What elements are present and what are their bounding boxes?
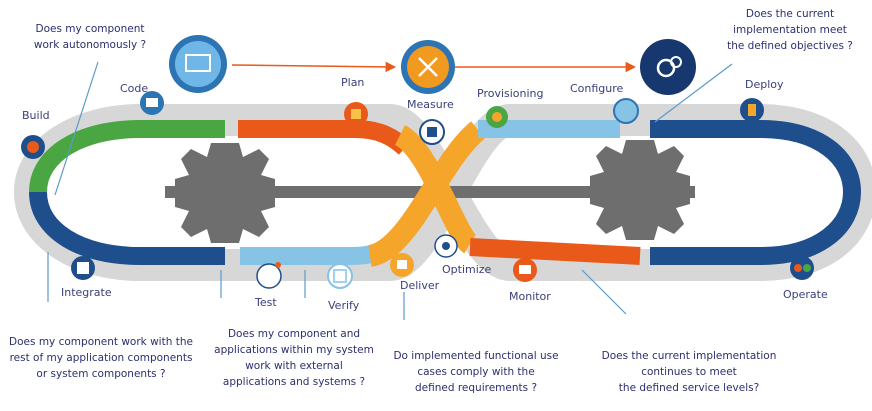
question-line: Does my component and [227,328,361,340]
integrate-badge [71,256,95,280]
stage-label-provisioning: Provisioning [477,87,544,100]
stage-label-optimize: Optimize [442,263,492,276]
verify-badge [327,263,353,289]
plan-badge [344,102,368,126]
configure-icon [640,39,696,95]
segment-yellow-up [366,121,486,267]
test-badge [256,262,282,289]
build-badge [21,135,45,159]
question-line: work with external [245,360,343,372]
question-line: or system components ? [36,368,166,380]
stage-label-verify: Verify [328,299,360,312]
question-line: applications and systems ? [222,376,366,388]
question-integration: Does my component work with the rest of … [2,334,200,382]
question-line: Do implemented functional use [393,350,559,362]
stage-label-configure: Configure [570,82,624,95]
stage-label-deliver: Deliver [400,279,440,292]
provisioning-badge [486,106,508,128]
question-line: cases comply with the [417,366,535,378]
question-line: continues to meet [641,366,737,378]
pointer-autonomous [54,61,99,196]
stage-label-plan: Plan [341,76,365,89]
stage-label-deploy: Deploy [745,78,784,91]
deliver-badge [390,253,414,277]
question-line: the defined objectives ? [727,40,853,52]
operate-badge [790,256,814,280]
optimize-badge [434,234,458,258]
segment-orange-bottom [469,238,641,265]
question-objectives: Does the current implementation meet the… [710,6,870,54]
segment-orange-top [238,120,412,155]
monitor-badge [513,258,537,282]
question-line: Does my component [35,23,145,35]
segment-yellow-down [393,125,478,254]
question-line: implementation meet [733,24,847,36]
stage-label-test: Test [255,296,277,309]
stage-label-code: Code [120,82,149,95]
measure-badge [419,119,445,145]
flow-arrow-1 [231,61,397,73]
stage-label-monitor: Monitor [509,290,551,303]
configure-badge [613,98,639,124]
pointer-objectives [654,63,733,123]
question-line: defined requirements ? [414,382,538,394]
measure-icon [401,40,455,94]
code-badge [140,91,164,115]
question-service: Does the current implementation continue… [584,348,794,396]
question-functional: Do implemented functional use cases comp… [386,348,566,396]
segment-green [29,120,225,193]
stage-label-integrate: Integrate [61,286,112,299]
segment-navy-right [650,120,862,265]
stage-label-operate: Operate [783,288,828,301]
question-line: rest of my application components [9,352,193,364]
pointer-service [581,269,627,315]
question-line: the defined service levels? [618,382,760,394]
question-line: Does my component work with the [9,336,193,348]
segment-navy-left [29,191,225,265]
stage-label-measure: Measure [407,98,454,111]
stage-label-build: Build [22,109,50,122]
question-autonomous: Does my component work autonomously ? [30,21,150,53]
plan-icon [169,35,227,93]
question-line: Does the current [745,8,835,20]
question-external: Does my component and applications withi… [205,326,383,390]
deploy-badge [740,98,764,122]
question-line: Does the current implementation [601,350,777,362]
question-line: applications within my system [214,344,374,356]
question-line: work autonomously ? [33,39,147,51]
